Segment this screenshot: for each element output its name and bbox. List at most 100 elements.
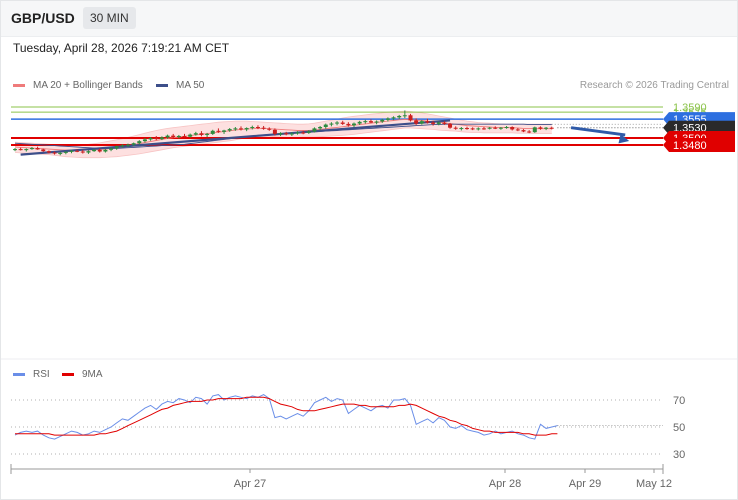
candle-body (476, 128, 481, 130)
candle-body (154, 138, 159, 140)
candle-body (498, 127, 503, 129)
candle-body (35, 148, 40, 150)
candle-body (137, 141, 142, 144)
candle-body (86, 151, 91, 153)
timestamp: Tuesday, April 28, 2026 7:19:21 AM CET (13, 41, 230, 55)
candle-body (380, 119, 385, 122)
candle-body (425, 121, 430, 123)
candle-body (481, 128, 486, 130)
candle-body (436, 122, 441, 124)
candle-body (306, 131, 311, 133)
candle-body (470, 128, 475, 130)
candle-body (374, 121, 379, 123)
candle-body (159, 137, 164, 140)
candle-body (176, 135, 181, 138)
candle-body (312, 128, 317, 132)
trendline (20, 119, 451, 156)
x-axis-label: May 12 (636, 478, 672, 490)
ma50-legend-label: MA 50 (176, 80, 205, 91)
candle-body (408, 115, 413, 121)
legend-ma50: MA 50 (156, 80, 204, 91)
candle-body (109, 148, 114, 150)
candle-body (58, 152, 63, 154)
rsi-ma-legend-label: 9MA (82, 369, 103, 380)
candle-body (244, 128, 249, 130)
candle-body (216, 130, 221, 132)
candle-body (448, 123, 453, 128)
candle-body (352, 123, 356, 126)
candle-body (80, 151, 85, 153)
candle-body (414, 120, 419, 124)
candle-body (397, 115, 402, 118)
candle-body (126, 144, 130, 146)
legend-rsi: RSI (13, 369, 50, 380)
rsi-tick-label: 70 (673, 395, 685, 407)
candle-body (278, 133, 283, 135)
candle-body (41, 149, 46, 152)
candle-body (323, 124, 328, 128)
candle-body (368, 121, 373, 123)
x-axis-label: Apr 27 (234, 478, 266, 490)
candle-body (18, 149, 23, 151)
candle-body (431, 122, 436, 124)
candle-body (193, 133, 198, 135)
candle-body (419, 121, 424, 124)
candle-body (504, 127, 509, 129)
x-axis-label: Apr 29 (569, 478, 601, 490)
bollinger-upper-line (14, 110, 552, 146)
candle-body (363, 121, 368, 123)
candle-body (340, 122, 345, 124)
legend-rsi-ma: 9MA (62, 369, 103, 380)
rsi-swatch (13, 373, 25, 376)
candle-body (284, 133, 289, 135)
candle-body (24, 149, 29, 151)
rsi-tick-label: 50 (673, 422, 685, 434)
candle-body (97, 149, 102, 152)
candle-body (103, 149, 108, 152)
timeframe-button[interactable]: 30 MIN (83, 7, 136, 29)
level-tag-support (663, 137, 735, 152)
candle-body (233, 128, 238, 130)
x-axis-label: Apr 28 (489, 478, 521, 490)
credit-text: Research © 2026 Trading Central (579, 80, 729, 91)
rsi-ma-swatch (62, 373, 74, 376)
rsi-ma-line (15, 396, 558, 436)
candle-body (544, 127, 549, 129)
symbol-label: GBP/USD (11, 10, 75, 26)
candle-body (510, 127, 515, 130)
candle-body (465, 128, 469, 130)
candle-body (239, 128, 243, 130)
candle-body (255, 127, 260, 129)
candle-body (357, 121, 362, 124)
ma20-legend-label: MA 20 + Bollinger Bands (33, 80, 143, 91)
candle-body (120, 145, 125, 147)
level-label-resistance: 1.3590 (673, 102, 707, 114)
candle-body (301, 132, 306, 134)
candle-body (227, 129, 232, 131)
candle-body (391, 117, 396, 119)
candle-body (165, 135, 170, 138)
rsi-line (14, 394, 558, 440)
rsi-legend-label: RSI (33, 369, 50, 380)
candle-body (385, 118, 390, 120)
candle-body (52, 152, 57, 154)
candle-body (493, 127, 498, 129)
chart-header: GBP/USD 30 MIN (0, 0, 738, 37)
candle-body (442, 122, 447, 124)
projection-arrow-line (570, 126, 626, 137)
candle-body (171, 135, 176, 138)
candle-body (13, 149, 17, 151)
candle-body (527, 131, 532, 133)
candle-body (222, 130, 227, 132)
level-label-support: 1.3480 (673, 140, 707, 152)
candle-body (267, 128, 272, 130)
candle-body (199, 133, 204, 135)
candle-body (515, 129, 520, 131)
candle-body (182, 135, 187, 137)
candle-body (329, 123, 334, 125)
legend-ma20: MA 20 + Bollinger Bands (13, 80, 143, 91)
projection-arrow-head (618, 134, 630, 144)
candle-body (318, 127, 323, 129)
candle-body (114, 146, 119, 149)
